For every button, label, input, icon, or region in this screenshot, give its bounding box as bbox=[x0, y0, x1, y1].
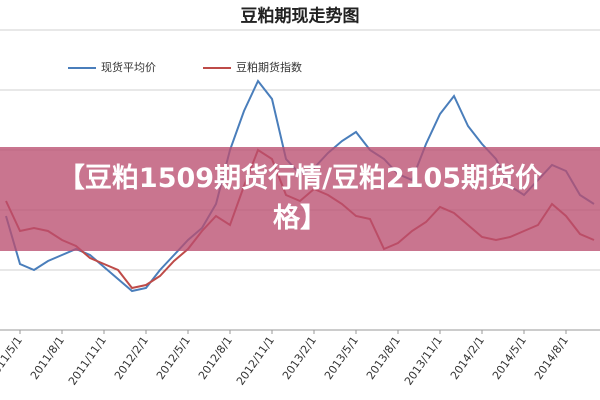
x-tick-label: 2013/8/1 bbox=[364, 334, 403, 382]
banner: 【豆粕1509期货行情/豆粕2105期货价格】 bbox=[0, 147, 600, 251]
x-tick-label: 2013/5/1 bbox=[322, 334, 361, 382]
x-tick-label: 2012/2/1 bbox=[112, 334, 151, 382]
x-tick-label: 2011/8/1 bbox=[28, 334, 67, 382]
chart-title: 豆粕期现走势图 bbox=[241, 6, 360, 27]
legend-label: 豆粕期货指数 bbox=[236, 60, 302, 74]
x-tick-label: 2014/2/1 bbox=[448, 334, 487, 382]
x-tick-label: 2012/5/1 bbox=[154, 334, 193, 382]
x-tick-label: 2013/2/1 bbox=[280, 334, 319, 382]
x-tick-label: 2014/5/1 bbox=[490, 334, 529, 382]
banner-text: 【豆粕1509期货行情/豆粕2105期货价格】 bbox=[57, 163, 543, 234]
legend-label: 现货平均价 bbox=[101, 60, 156, 74]
x-tick-label: 2013/11/1 bbox=[402, 334, 445, 388]
x-tick-label: 2014/8/1 bbox=[532, 334, 571, 382]
x-tick-label: 2011/11/1 bbox=[66, 334, 109, 388]
x-tick-label: 2012/8/1 bbox=[196, 334, 235, 382]
x-tick-label: 2011/5/1 bbox=[0, 334, 25, 382]
x-tick-label: 2012/11/1 bbox=[234, 334, 277, 388]
